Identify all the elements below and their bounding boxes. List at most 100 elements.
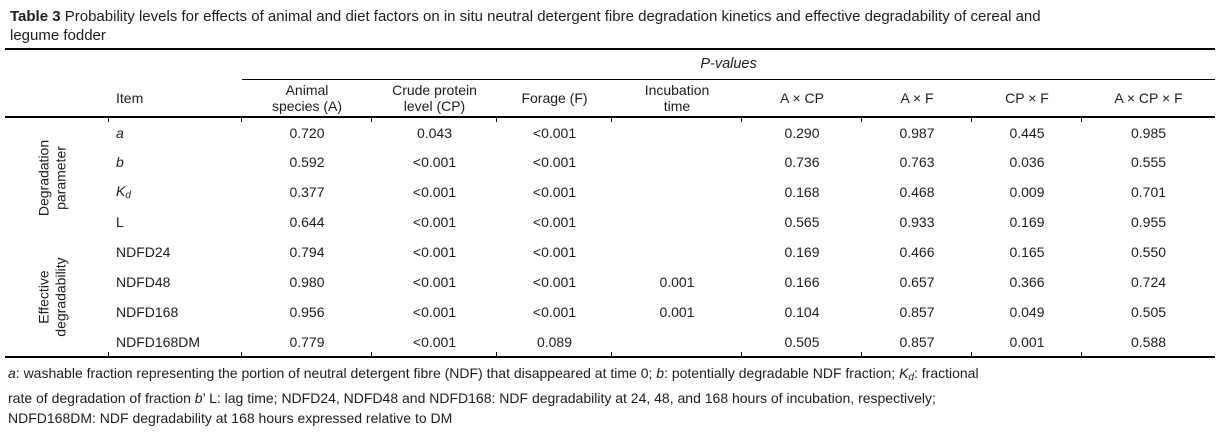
value-cell: 0.724: [1131, 274, 1167, 290]
blank-header-cell: [5, 49, 242, 79]
value-cell: 0.657: [899, 274, 935, 290]
value-cell: <0.001: [412, 244, 457, 260]
value-cell: <0.001: [412, 184, 457, 200]
value-cell: 0.169: [784, 244, 820, 260]
item-cell: NDFD24: [116, 244, 171, 260]
value-cell: 0.980: [289, 274, 325, 290]
column-header-row: Item Animal species (A) Crude protein leve…: [5, 79, 1216, 118]
group-label-degradation-parameter: Degradation parameter: [35, 139, 68, 216]
value-cell: <0.001: [532, 214, 577, 230]
value-cell: 0.445: [971, 117, 1082, 147]
value-cell: 0.956: [289, 304, 325, 320]
col-header-item: Item: [109, 79, 242, 118]
value-cell: 0.377: [289, 184, 325, 200]
col-header-a-x-cp: A × CP: [742, 79, 862, 118]
item-cell: NDFD168: [116, 304, 179, 320]
value-cell: 0.036: [1009, 154, 1045, 170]
table-row: Degradation parameter a 0.720 0.043 <0.001 0.2…: [5, 117, 1215, 216]
p-values-row: P-values: [5, 49, 1216, 80]
caption-text-line1: Probability levels for effects of animal…: [60, 8, 1041, 25]
value-cell: [612, 207, 742, 237]
footnote-line: a: washable fraction representing the po…: [8, 365, 979, 383]
value-cell: [611, 117, 742, 147]
value-cell: 0.794: [289, 244, 325, 260]
value-cell: 0.720: [241, 117, 372, 147]
value-cell: [612, 147, 742, 177]
group-cell-effective-degradability: Effective degradability: [5, 237, 109, 357]
item-cell: L: [116, 214, 124, 230]
col-header-incubation-time: Incubation time: [612, 79, 742, 118]
value-cell: 0.588: [1080, 327, 1215, 357]
value-cell: 0.644: [289, 214, 325, 230]
group-cell-degradation-parameter: Degradation parameter: [5, 117, 109, 237]
item-cell: Kd: [116, 183, 131, 201]
value-cell: 0.468: [899, 184, 935, 200]
value-cell: 0.001: [659, 304, 695, 320]
value-cell: <0.001: [412, 274, 457, 290]
value-cell: <0.001: [412, 214, 457, 230]
value-cell: 0.955: [1131, 214, 1167, 230]
item-cell: NDFD168DM: [108, 327, 242, 357]
value-cell: <0.001: [496, 117, 612, 147]
table-row: NDFD48 0.980 <0.001 <0.001 0.001 0.166 0.657 0.…: [5, 267, 1215, 297]
value-cell: 0.505: [1131, 304, 1167, 320]
col-header-crude-protein-level: Crude protein level (CP): [372, 79, 497, 118]
value-cell: 0.933: [899, 214, 935, 230]
value-cell: 0.104: [784, 304, 820, 320]
value-cell: 0.987: [861, 117, 972, 147]
value-cell: <0.001: [371, 327, 497, 357]
col-header-cp-x-f: CP × F: [972, 79, 1082, 118]
footnote-line: rate of degradation of fraction b’ L: la…: [8, 390, 936, 406]
value-cell: [612, 237, 742, 267]
value-cell: 0.001: [659, 274, 695, 290]
value-cell: <0.001: [412, 154, 457, 170]
value-cell: 0.857: [899, 304, 935, 320]
p-values-header: P-values: [242, 49, 1216, 80]
value-cell: 0.009: [1009, 184, 1045, 200]
value-cell: 0.763: [899, 154, 935, 170]
value-cell: 0.550: [1131, 244, 1167, 260]
value-cell: <0.001: [532, 304, 577, 320]
col-header-forage: Forage (F): [497, 79, 612, 118]
value-cell: 0.592: [289, 154, 325, 170]
value-cell: 0.985: [1080, 117, 1215, 147]
col-header-animal-species: Animal species (A): [242, 79, 372, 118]
value-cell: 0.466: [899, 244, 935, 260]
table-row: b 0.592 <0.001 <0.001 0.736 0.763 0.036 0.555: [5, 147, 1215, 177]
value-cell: <0.001: [532, 244, 577, 260]
value-cell: 0.555: [1131, 154, 1167, 170]
value-cell: 0.049: [1009, 304, 1045, 320]
value-cell: 0.505: [741, 327, 862, 357]
item-cell: a: [108, 117, 242, 147]
value-cell: 0.290: [741, 117, 862, 147]
value-cell: [612, 177, 742, 207]
value-cell: 0.736: [784, 154, 820, 170]
value-cell: 0.701: [1131, 184, 1167, 200]
value-cell: 0.366: [1009, 274, 1045, 290]
value-cell: <0.001: [532, 184, 577, 200]
value-cell: <0.001: [412, 304, 457, 320]
group-header-cell: [5, 79, 109, 118]
value-cell: 0.089: [496, 327, 612, 357]
table-footnote: a: washable fraction representing the po…: [8, 363, 1212, 428]
value-cell: <0.001: [532, 154, 577, 170]
group-label-effective-degradability: Effective degradability: [35, 256, 68, 337]
value-cell: [611, 327, 742, 357]
value-cell: 0.166: [784, 274, 820, 290]
value-cell: 0.857: [861, 327, 972, 357]
table-row: NDFD168DM 0.779 <0.001 0.089 0.505 0.857 0.001…: [5, 327, 1215, 357]
table-row: Kd 0.377 <0.001 <0.001 0.168 0.468 0.009 0.701: [5, 177, 1215, 207]
caption-table-number: Table 3: [10, 8, 61, 25]
table-caption: Table 3 Probability levels for effects o…: [0, 0, 1222, 45]
item-cell: NDFD48: [116, 274, 171, 290]
col-header-a-x-cp-x-f: A × CP × F: [1082, 79, 1216, 118]
col-header-a-x-f: A × F: [862, 79, 972, 118]
value-cell: 0.165: [1009, 244, 1045, 260]
table-body: Degradation parameter a 0.720 0.043 <0.001 0.2…: [5, 117, 1215, 357]
table-row: NDFD168 0.956 <0.001 <0.001 0.001 0.104 0.857 0…: [5, 297, 1215, 327]
value-cell: 0.565: [784, 214, 820, 230]
item-cell: b: [116, 154, 124, 170]
value-cell: 0.043: [371, 117, 497, 147]
value-cell: <0.001: [532, 274, 577, 290]
value-cell: 0.779: [241, 327, 372, 357]
